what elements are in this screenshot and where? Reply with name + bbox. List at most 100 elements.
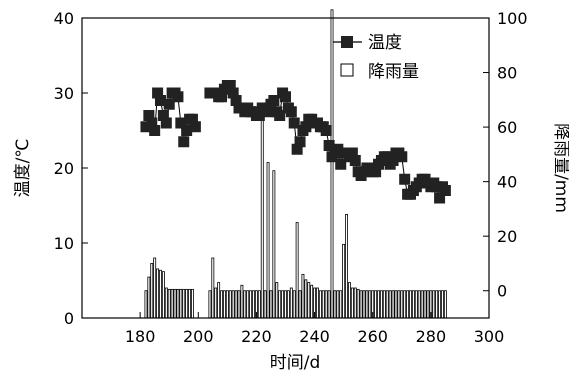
rainfall-bar (260, 113, 264, 319)
rainfall-bar (368, 290, 372, 319)
y-axis-left-label: 温度/℃ (13, 139, 33, 198)
rainfall-bar (394, 290, 398, 319)
legend-rain-marker (340, 63, 354, 77)
legend-rain-label: 降雨量 (368, 62, 419, 82)
rainfall-bar (164, 287, 168, 319)
rainfall-bar (298, 290, 302, 319)
rainfall-bar (385, 290, 389, 319)
temperature-point (149, 125, 161, 136)
x-tick-label: 280 (416, 327, 447, 346)
rainfall-bar (345, 213, 348, 319)
legend-temp-marker (341, 36, 353, 48)
x-tick-label: 180 (125, 327, 156, 346)
rainfall-bar (179, 288, 183, 319)
legend-temp-label: 温度 (368, 33, 402, 53)
temperature-point (154, 95, 166, 106)
temperature-point (370, 166, 382, 178)
rainfall-bar (231, 290, 235, 319)
rainfall-bar (307, 282, 311, 319)
rainfall-bar (356, 288, 360, 319)
rainfall-bar (281, 290, 285, 319)
rainfall-bar (409, 290, 412, 319)
rainfall-bar (339, 290, 343, 319)
rainfall-bar (316, 287, 319, 319)
rainfall-bar (147, 276, 151, 319)
rainfall-bar (159, 269, 162, 319)
rainfall-bar (336, 290, 340, 319)
temperature-point (140, 121, 152, 133)
rainfall-bar (324, 290, 328, 319)
x-tick-label: 260 (357, 327, 388, 346)
temperature-point (300, 121, 312, 133)
rainfall-bar (443, 290, 447, 319)
temperature-point (227, 87, 239, 99)
rainfall-bar (246, 290, 250, 319)
rainfall-bar (286, 290, 290, 319)
rainfall-bar (176, 288, 180, 319)
temperature-point (253, 110, 265, 121)
y-left-tick-label: 10 (54, 234, 74, 253)
rainfall-bar (388, 290, 392, 319)
temperature-point (349, 155, 361, 166)
temperature-point (274, 110, 286, 121)
rainfall-bar (391, 290, 395, 319)
rainfall-bar (359, 290, 363, 319)
rainfall-bar (301, 273, 305, 319)
rainfall-bar (397, 290, 401, 319)
y-left-tick-label: 40 (54, 9, 74, 28)
rainfall-bar (318, 290, 322, 319)
temperature-point (160, 117, 172, 129)
rainfall-bar (342, 243, 346, 319)
y-right-tick-label: 80 (497, 64, 517, 83)
rainfall-bar (432, 290, 436, 319)
rainfall-bar (167, 288, 171, 319)
temperature-point (294, 136, 306, 148)
temperature-point (285, 106, 297, 118)
rainfall-bar (269, 290, 273, 319)
rainfall-bar (220, 290, 223, 319)
rainfall-bar (374, 290, 378, 319)
rainfall-bar (289, 287, 293, 319)
plot-frame (81, 17, 490, 319)
rainfall-bar (150, 263, 154, 319)
rainfall-bar (161, 271, 165, 319)
rainfall-bar (441, 290, 444, 319)
rainfall-bar (350, 287, 354, 319)
rainfall-bar (208, 290, 212, 319)
axes (81, 17, 490, 319)
temperature-point (181, 125, 193, 136)
temperature-point (172, 91, 184, 103)
rainfall-bar (420, 290, 424, 319)
rainfall-bar (304, 279, 308, 319)
rainfall-bar (330, 9, 334, 319)
rainfall-bar (278, 290, 282, 319)
y-right-tick-label: 0 (497, 282, 507, 301)
rainfall-bar (414, 290, 418, 319)
temperature-point (280, 91, 291, 103)
temperature-point (387, 155, 399, 166)
rainfall-bar (240, 284, 244, 319)
rainfall-bar (257, 290, 261, 319)
rainfall-bar (406, 290, 410, 319)
rainfall-bar (275, 282, 279, 319)
rainfall-bar (353, 287, 357, 319)
rainfall-bar (295, 222, 299, 319)
x-tick-label: 240 (299, 327, 330, 346)
temperature-point (346, 147, 358, 159)
rainfall-bar (249, 290, 253, 319)
rainfall-bar (292, 290, 296, 319)
temperature-point (262, 106, 274, 118)
y-right-tick-label: 20 (497, 227, 517, 246)
rainfall-bar (191, 288, 194, 319)
rainfall-bar (173, 288, 177, 319)
rainfall-bar (438, 290, 442, 319)
y-right-tick-label: 100 (497, 9, 528, 28)
rainfall-bar (411, 290, 415, 319)
x-tick-label: 200 (183, 327, 214, 346)
y-right-tick-label: 60 (497, 118, 517, 137)
temperature-point (431, 181, 443, 193)
rainfall-bar (156, 268, 160, 319)
rainfall-bar (182, 288, 186, 319)
temperature-point (323, 140, 335, 151)
rainfall-bar (365, 290, 369, 319)
